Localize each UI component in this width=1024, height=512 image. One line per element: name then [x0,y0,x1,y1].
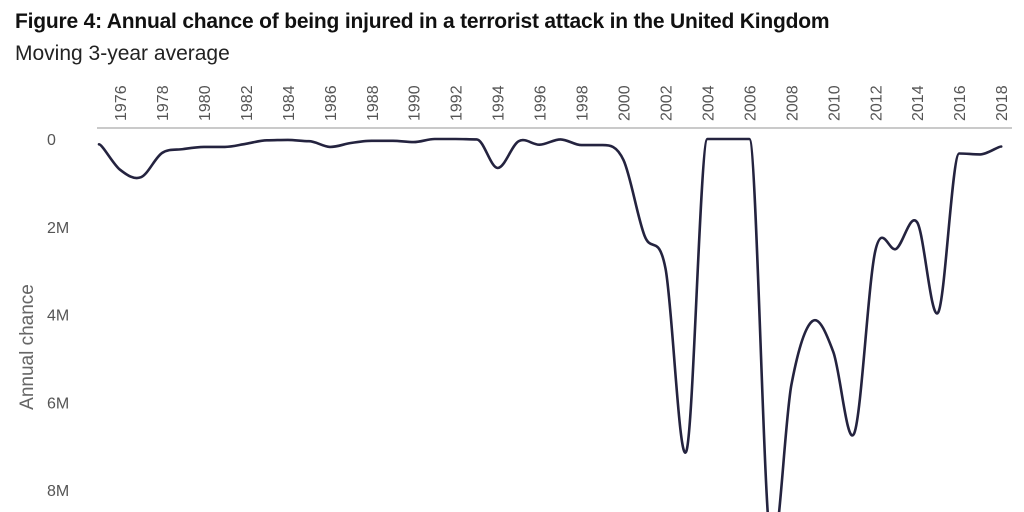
x-tick-label: 2004 [700,85,717,121]
x-tick-label: 2006 [742,85,759,121]
chart-subtitle: Moving 3-year average [15,42,230,65]
y-axis-tick-labels: 0 2M 4M 6M 8M [47,132,69,500]
y-tick-label: 2M [47,220,69,237]
y-tick-label: 4M [47,308,69,325]
x-tick-label: 1992 [449,85,466,121]
y-tick-label: 8M [47,483,69,500]
data-line [97,137,1003,512]
x-tick-label: 1996 [533,85,550,121]
x-tick-label: 1990 [407,85,424,121]
x-tick-label: 2016 [952,85,969,121]
x-tick-label: 2002 [658,85,675,121]
x-tick-label: 1986 [323,85,340,121]
x-tick-label: 1978 [155,85,172,121]
x-tick-label: 2012 [868,85,885,121]
x-tick-label: 1988 [365,85,382,121]
x-tick-label: 2008 [784,85,801,121]
x-tick-label: 1982 [239,85,256,121]
x-tick-label: 1998 [575,85,592,121]
x-tick-label: 1976 [113,85,130,121]
x-tick-label: 2000 [617,85,634,121]
y-axis-label: Annual chance [17,284,38,410]
x-tick-label: 1984 [281,85,298,121]
x-axis-tick-labels: 1976 1978 1980 1982 1984 1986 1988 1990 1992 1994… [113,85,1011,121]
y-tick-label: 6M [47,395,69,412]
x-tick-label: 2010 [826,85,843,121]
x-tick-label: 2014 [910,85,927,121]
x-tick-label: 2018 [994,85,1011,121]
x-tick-label: 1980 [197,85,214,121]
y-tick-label: 0 [47,132,56,149]
chart-title: Figure 4: Annual chance of being injured… [15,10,830,33]
x-tick-label: 1994 [491,85,508,121]
